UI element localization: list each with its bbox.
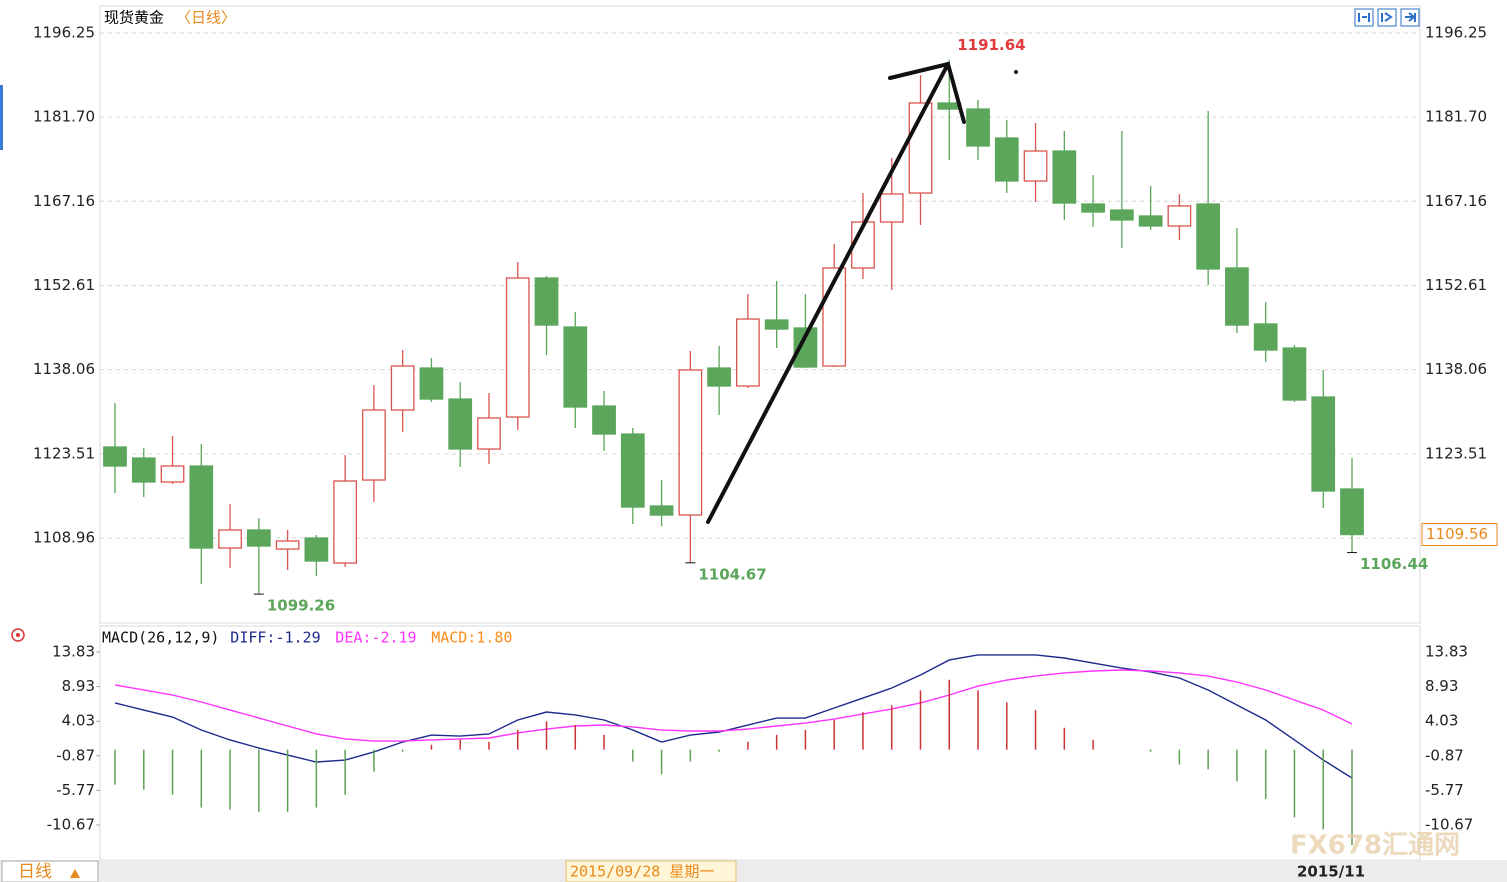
y-tick-label: 13.83 (52, 643, 95, 661)
legend-entry: DIFF:-1.29 (230, 629, 320, 647)
watermark: FX678汇通网 (1290, 831, 1460, 861)
period-tab-label[interactable]: 日线 (18, 862, 52, 882)
candle-body (1282, 347, 1307, 401)
macd-icon (11, 628, 25, 642)
candle-body (189, 465, 214, 549)
y-tick-label-right: 1152.61 (1425, 276, 1487, 294)
icon-glyph (1358, 12, 1416, 22)
y-tick-label: -10.67 (47, 815, 95, 833)
candle-body (1225, 267, 1249, 326)
last-price-box (1421, 523, 1498, 547)
candle-body (160, 465, 185, 483)
candle-body (620, 433, 645, 508)
candle-body (1340, 488, 1364, 536)
footer-bar (0, 860, 1507, 882)
y-tick-label: 1181.70 (33, 108, 95, 126)
candle-body (419, 367, 444, 400)
y-tick-label-right: 1196.25 (1425, 23, 1487, 41)
candle-body (1196, 203, 1221, 270)
legend-entry: DEA:-2.19 (335, 629, 416, 647)
candle-body (304, 537, 329, 562)
main-panel (99, 5, 1421, 624)
candle-body (707, 367, 731, 387)
y-tick-label: 1108.96 (33, 528, 95, 546)
candle-body (534, 277, 559, 326)
candle-body (477, 417, 501, 450)
candle-body (649, 505, 674, 516)
side-strip (0, 85, 3, 150)
y-tick-label: 1138.06 (33, 360, 95, 378)
candle-body (678, 369, 703, 516)
candle-body (994, 137, 1019, 182)
y-tick-label-right: -10.67 (1425, 815, 1473, 833)
y-tick-label: -5.77 (56, 781, 95, 799)
macd-line (114, 669, 1353, 742)
candle-body (1023, 150, 1048, 182)
candle-body (592, 405, 616, 435)
dot (1014, 70, 1018, 74)
candle-body (1253, 323, 1278, 351)
y-tick-label: 8.93 (62, 677, 95, 695)
candle-body (505, 277, 530, 418)
candle-body (1081, 203, 1105, 213)
marks: 1108.961108.961123.511123.511138.061138.… (33, 23, 1498, 845)
y-tick-label: 1167.16 (33, 192, 95, 210)
month-label: 2015/11 (1297, 863, 1365, 881)
macd-icon-dot (16, 633, 20, 637)
high-label: 1191.64 (957, 36, 1025, 54)
candle-body (218, 529, 242, 549)
low-label: 1106.44 (1360, 555, 1428, 573)
candle-body (275, 540, 300, 550)
y-tick-label-right: 13.83 (1425, 643, 1468, 661)
y-tick-label-right: 1123.51 (1425, 444, 1487, 462)
candle-body (131, 457, 156, 483)
y-tick-label: 4.03 (62, 712, 95, 730)
cursor-date-box (565, 860, 737, 882)
y-tick-label-right: 4.03 (1425, 712, 1458, 730)
candle-body (736, 318, 760, 387)
low-label: 1104.67 (698, 565, 766, 583)
candle-body (563, 326, 588, 408)
candle-body (879, 193, 904, 223)
candle-body (1109, 209, 1134, 221)
period-label: 〈日线〉 (176, 9, 236, 27)
y-tick-label-right: -0.87 (1425, 746, 1464, 764)
candle-body (1167, 205, 1192, 227)
y-tick-label: 1152.61 (33, 276, 95, 294)
icon[interactable] (1377, 8, 1397, 27)
low-label: 1099.26 (267, 597, 335, 615)
chart-title: 现货黄金 (104, 9, 164, 27)
candle-body (966, 108, 990, 147)
y-tick-label: 1123.51 (33, 444, 95, 462)
candle-body (764, 319, 789, 330)
candle-body (362, 409, 386, 481)
candle-body (103, 446, 127, 467)
toolbar-icons[interactable] (1354, 8, 1420, 27)
y-tick-label: -0.87 (56, 746, 95, 764)
y-tick-label-right: 1138.06 (1425, 360, 1487, 378)
candle-body (1311, 396, 1336, 492)
hand-drawn-arrow (706, 61, 966, 524)
candle-body (390, 365, 415, 411)
macd-title: MACD(26,12,9) (102, 629, 219, 647)
y-tick-label-right: 8.93 (1425, 677, 1458, 695)
last-price: 1109.56 (1426, 525, 1488, 543)
candle-body (1138, 215, 1163, 227)
cursor-date: 2015/09/28 星期一 (570, 863, 714, 881)
candle-body (1052, 150, 1077, 204)
y-tick-label-right: -5.77 (1425, 781, 1464, 799)
y-tick-label-right: 1181.70 (1425, 108, 1487, 126)
candle-body (793, 327, 818, 368)
candle-body (333, 480, 358, 564)
tab-arrow[interactable] (70, 869, 80, 878)
y-tick-label: 1196.25 (33, 23, 95, 41)
y-tick-label-right: 1167.16 (1425, 192, 1487, 210)
candle-body (246, 529, 271, 547)
legend-entry: MACD:1.80 (431, 629, 512, 647)
candle-body (448, 398, 473, 450)
